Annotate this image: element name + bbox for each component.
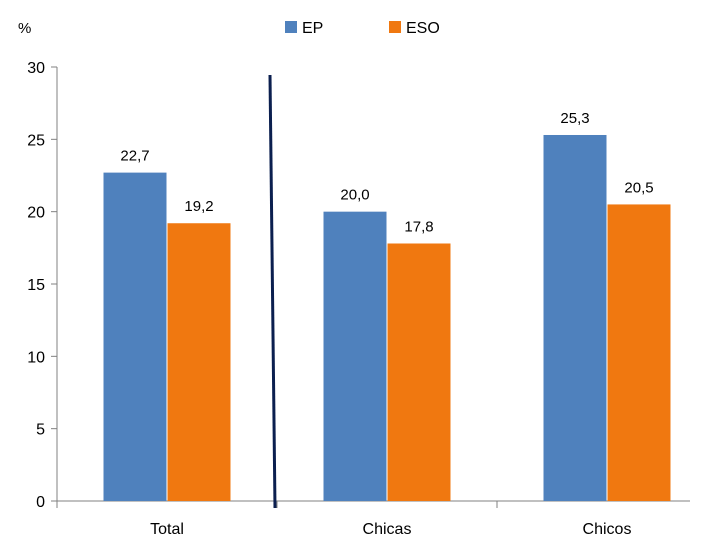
x-tick-label: Chicas [363,521,412,538]
bar-ep-total [103,172,167,501]
legend-swatch-ep [285,21,297,33]
bar-eso-total [167,223,231,502]
legend: EP ESO [285,20,440,37]
x-axis: Total Chicas Chicos [56,500,690,538]
x-tick-label: Chicos [583,521,632,538]
y-tick-label: 15 [27,277,45,294]
legend-swatch-eso [389,21,401,33]
data-label: 22,7 [120,148,149,165]
data-label: 25,3 [560,110,589,127]
y-axis-unit-label: % [18,20,31,37]
y-tick-label: 10 [27,349,45,366]
bar-ep-chicas [323,211,387,501]
bar-eso-chicas [387,243,451,501]
y-tick-label: 0 [36,494,45,511]
bars [103,134,671,502]
x-tick-label: Total [150,521,184,538]
y-axis: 0 5 10 15 20 25 30 [27,60,58,511]
bar-ep-chicos [543,134,607,501]
data-label: 20,0 [340,187,369,204]
data-label: 20,5 [624,179,653,196]
y-tick-label: 30 [27,60,45,77]
legend-label-ep: EP [302,20,323,37]
y-tick-label: 5 [36,422,45,439]
bar-eso-chicos [607,204,671,501]
data-label: 19,2 [184,198,213,215]
data-label: 17,8 [404,218,433,235]
legend-label-eso: ESO [406,20,440,37]
section-separator-line [268,74,277,509]
data-labels: 22,7 20,0 25,3 19,2 17,8 20,5 [120,110,653,236]
y-tick-label: 25 [27,132,45,149]
y-tick-label: 20 [27,205,45,222]
